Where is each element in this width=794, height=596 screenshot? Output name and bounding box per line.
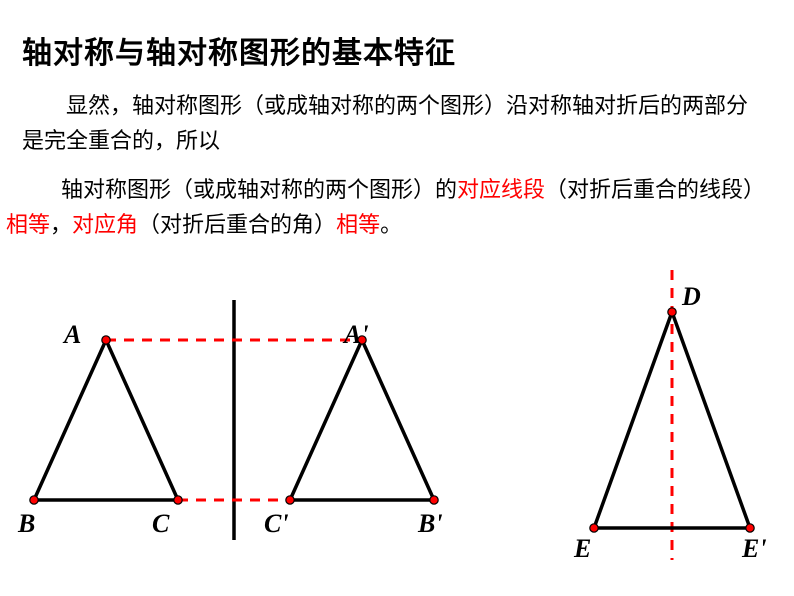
p2-a: 轴对称图形（或成轴对称的两个图形）的 <box>61 177 457 202</box>
p2-b: 对应线段 <box>457 177 545 202</box>
p2-h: 相等 <box>336 212 380 237</box>
vertex-label-Eprime: E' <box>742 534 767 564</box>
p2-c: （对折后重合的线段） <box>545 177 765 202</box>
p2-e: ， <box>50 212 72 237</box>
right-diagram <box>560 270 780 570</box>
vertex-label-A: A <box>64 320 81 350</box>
vertex-label-Cprime: C' <box>264 509 289 539</box>
p1-text: 显然，轴对称图形（或成轴对称的两个图形）沿对称轴对折后的两部分是完全重合的，所以 <box>22 93 748 153</box>
paragraph-1: 显然，轴对称图形（或成轴对称的两个图形）沿对称轴对折后的两部分是完全重合的，所以 <box>22 88 762 158</box>
left-diagram <box>20 300 480 560</box>
vertex-label-Bprime: B' <box>418 509 443 539</box>
paragraph-2: 轴对称图形（或成轴对称的两个图形）的对应线段（对折后重合的线段）相等，对应角（对… <box>6 172 776 242</box>
p2-d: 相等 <box>6 212 50 237</box>
vertex-label-E: E <box>574 534 591 564</box>
p2-g: （对折后重合的角） <box>138 212 336 237</box>
vertex-label-C: C <box>152 509 169 539</box>
p2-i: 。 <box>380 212 402 237</box>
vertex-label-B: B <box>18 509 35 539</box>
page-title: 轴对称与轴对称图形的基本特征 <box>22 28 456 72</box>
vertex-label-D: D <box>682 282 701 312</box>
vertex-label-Aprime: A' <box>344 320 369 350</box>
p2-f: 对应角 <box>72 212 138 237</box>
